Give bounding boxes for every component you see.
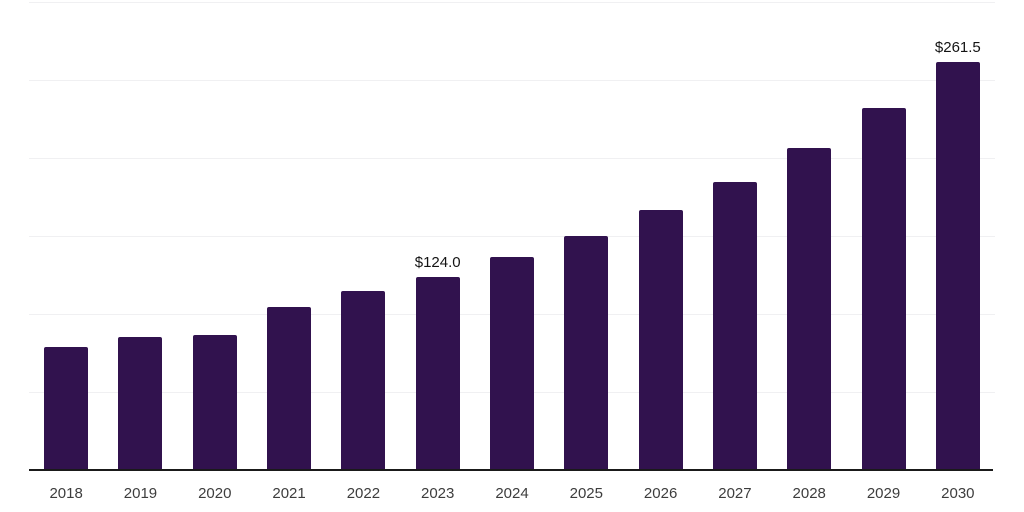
x-axis-line [29,469,993,471]
bar-2025 [564,236,609,470]
x-tick-label-2026: 2026 [643,485,678,502]
x-tick-label-2029: 2029 [866,485,901,502]
bar-2030 [935,62,980,470]
x-tick-label-2020: 2020 [198,485,232,502]
gridline-200 [29,158,995,159]
x-tick-label-2019: 2019 [123,485,158,502]
bar-2024 [490,257,534,470]
gridline-300 [29,2,995,3]
x-tick-label-2021: 2021 [272,485,306,502]
x-tick-label-2023: 2023 [421,485,455,502]
bar-2020 [192,335,237,470]
bar-2021 [267,307,312,470]
bar-2027 [712,182,757,470]
bar-2019 [118,337,163,470]
x-tick-label-2028: 2028 [792,485,826,502]
bar-2018 [44,347,89,470]
x-tick-label-2024: 2024 [495,485,529,502]
x-tick-label-2025: 2025 [569,485,603,502]
bar-2023 [415,276,460,470]
bar-2022 [341,291,386,470]
x-tick-label-2030: 2030 [941,485,975,502]
x-tick-label-2022: 2022 [346,485,381,502]
x-tick-label-2018: 2018 [49,485,83,502]
x-tick-label-2027: 2027 [718,485,752,502]
bar-2029 [861,107,906,470]
gridline-250 [29,80,995,81]
bar-2026 [638,209,683,470]
bar-2028 [787,148,832,470]
bar-value-label-2030: $261.5 [934,39,981,57]
bar-value-label-2023: $124.0 [414,253,461,271]
gridline-150 [29,236,995,237]
